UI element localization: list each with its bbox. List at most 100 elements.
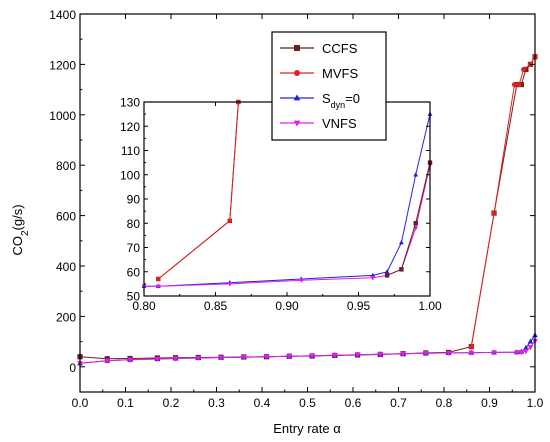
x-tick-label: 0.90 [275, 299, 299, 313]
x-tick-label: 0.85 [204, 299, 228, 313]
y-tick-label: 1400 [49, 8, 76, 22]
legend-label-main: VNFS [322, 116, 357, 131]
y-tick-label: 80 [127, 217, 141, 231]
legend-label-sub: dyn [331, 100, 346, 110]
data-point-s-dyn-0-5 [384, 269, 390, 274]
x-tick-label: 0.9 [481, 396, 498, 410]
series-line-ccfs-low [386, 162, 431, 276]
data-point-vnfs-22 [527, 345, 534, 351]
x-tick-label: 0.95 [347, 299, 371, 313]
data-point-s-dyn-0-7 [413, 172, 419, 177]
legend-marker [293, 94, 301, 101]
data-point-vnfs-21 [523, 349, 529, 355]
data-point-s-dyn-0-6 [398, 240, 404, 245]
y-tick-label: 90 [127, 193, 141, 207]
data-point-vnfs-19 [513, 350, 520, 356]
data-point-vnfs-1 [104, 358, 111, 364]
x-axis-title: Entry rate α [273, 421, 341, 436]
data-point-s-dyn-0-22 [527, 338, 534, 344]
legend: CCFS MVFS Sdyn=0 VNFS [271, 31, 387, 141]
y-axis-title-sub: 2 [20, 230, 31, 236]
x-tick-label: 0.0 [72, 396, 89, 410]
legend-label: MVFS [322, 66, 358, 81]
x-tick-label: 0.8 [436, 396, 453, 410]
series-line-mvfs [470, 56, 536, 347]
y-axis-title-rest: (g/s) [10, 204, 25, 230]
data-point-mvfs-2 [511, 81, 518, 88]
x-tick-label: 0.7 [390, 396, 407, 410]
data-point-vnfs-13 [377, 352, 384, 358]
data-point-vnfs-5 [195, 355, 202, 362]
y-axis-title: CO2(g/s) [10, 204, 31, 255]
x-tick-label: 1.00 [418, 299, 442, 313]
legend-marker [294, 45, 300, 51]
data-point-vnfs-14 [400, 351, 406, 357]
y-tick-label: 1200 [49, 58, 76, 72]
data-point-s-dyn-0-21 [523, 344, 529, 350]
data-point-mvfs-4 [521, 66, 527, 73]
data-point-vnfs-10 [309, 353, 315, 359]
x-tick-label: 1.0 [527, 396, 544, 410]
data-point-vnfs-20 [518, 350, 525, 356]
y-tick-label: 100 [120, 168, 140, 182]
x-tick-label: 0.4 [254, 396, 271, 410]
y-tick-label: 110 [121, 144, 140, 158]
data-point-vnfs-17 [468, 350, 475, 356]
legend-label: Sdyn=0 [322, 91, 360, 110]
data-point-mvfs-1 [491, 210, 497, 216]
main-plot: 0.0 0.1 0.2 0.3 0.4 0.5 0.6 0.7 0.8 0.9 1.00200400… [49, 8, 543, 410]
legend-label-main: S [322, 91, 331, 106]
data-point-vnfs-15 [422, 351, 429, 357]
data-point-vnfs-3 [154, 356, 161, 363]
y-tick-label: 0 [69, 361, 76, 375]
legend-marker [294, 70, 300, 76]
x-tick-label: 0.1 [117, 396, 134, 410]
data-point-vnfs-1 [155, 284, 161, 289]
y-tick-label: 50 [127, 290, 141, 304]
data-point-mvfs-0 [468, 344, 474, 350]
data-point-vnfs-2 [227, 282, 233, 287]
legend-label-main: CCFS [322, 41, 358, 56]
data-point-vnfs-18 [491, 350, 497, 356]
y-tick-label: 1000 [49, 109, 76, 123]
data-point-vnfs-16 [445, 350, 452, 357]
legend-label: VNFS [322, 116, 357, 131]
y-tick-label: 200 [56, 310, 76, 324]
y-tick-label: 70 [127, 241, 141, 255]
y-axis-title-main: CO [10, 236, 25, 256]
data-point-ccfs-low-2 [413, 221, 418, 226]
data-point-s-dyn-0-4 [370, 272, 376, 278]
legend-label-main: MVFS [322, 66, 358, 81]
x-tick-label: 0.5 [299, 396, 316, 410]
legend-marker [293, 120, 301, 127]
data-point-mvfs-1 [227, 218, 232, 224]
data-point-vnfs-3 [298, 278, 304, 283]
y-tick-label: 60 [127, 265, 141, 279]
x-tick-label: 0.80 [132, 299, 156, 313]
y-tick-label: 600 [56, 210, 76, 224]
legend-label-suffix: =0 [345, 91, 360, 106]
data-point-vnfs-8 [263, 354, 270, 360]
data-point-vnfs-4 [172, 356, 179, 362]
data-point-ccfs-low-1 [399, 267, 404, 272]
legend-box [271, 31, 387, 141]
y-tick-label: 400 [56, 260, 76, 274]
data-point-vnfs-12 [354, 352, 361, 358]
x-tick-label: 0.3 [208, 396, 225, 410]
data-point-mvfs-0 [156, 276, 161, 282]
data-point-vnfs-4 [370, 276, 376, 281]
data-point-mvfs-3 [516, 81, 522, 88]
series-line-vnfs [79, 340, 536, 364]
data-point-ccfs-low-0 [384, 273, 390, 278]
data-point-vnfs-2 [127, 357, 133, 363]
data-point-vnfs-6 [218, 355, 224, 361]
data-point-vnfs-7 [240, 355, 247, 361]
data-point-vnfs-11 [331, 353, 338, 359]
y-tick-label: 800 [56, 159, 76, 173]
y-tick-label: 120 [120, 120, 140, 134]
x-tick-label: 0.2 [163, 396, 180, 410]
legend-label: CCFS [322, 41, 358, 56]
x-tick-label: 0.6 [345, 396, 362, 410]
y-tick-label: 130 [120, 96, 140, 110]
